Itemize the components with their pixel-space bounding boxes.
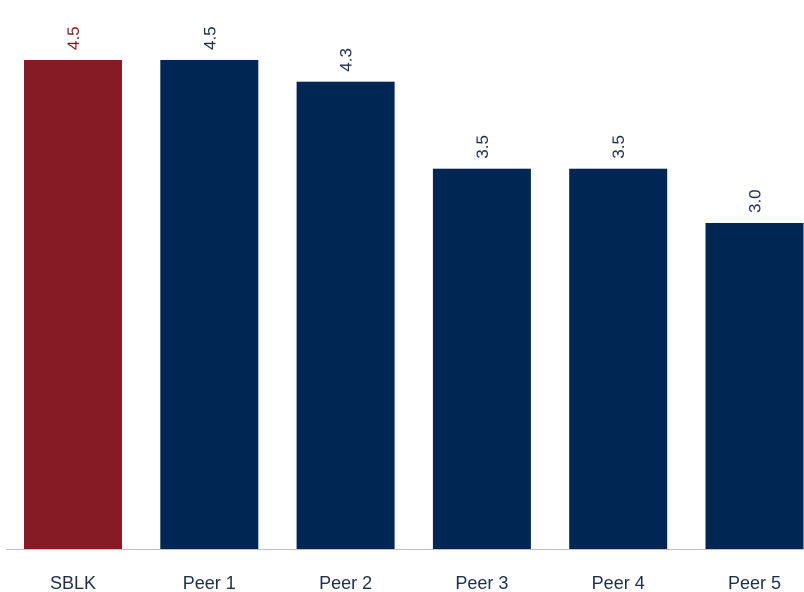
value-label-peer-4: 3.5 xyxy=(609,135,628,159)
bar-peer-3 xyxy=(432,168,531,549)
bar-peer-5 xyxy=(705,223,804,549)
bar-peer-1 xyxy=(160,60,259,549)
x-tick-label-sblk: SBLK xyxy=(50,573,96,592)
bar-sblk xyxy=(24,60,122,549)
x-tick-label-peer-4: Peer 4 xyxy=(592,573,645,592)
bar-peer-4 xyxy=(569,168,668,549)
x-tick-label-peer-3: Peer 3 xyxy=(455,573,508,592)
value-label-peer-5: 3.0 xyxy=(746,189,765,213)
bar-peer-2 xyxy=(296,81,395,549)
x-tick-label-peer-5: Peer 5 xyxy=(728,573,781,592)
value-label-peer-1: 4.5 xyxy=(200,26,219,50)
value-label-peer-2: 4.3 xyxy=(337,48,356,72)
bars-group xyxy=(24,60,804,549)
x-tick-labels-group: SBLK Peer 1 Peer 2 Peer 3 Peer 4 Peer 5 xyxy=(50,573,781,592)
x-tick-label-peer-2: Peer 2 xyxy=(319,573,372,592)
value-label-sblk: 4.5 xyxy=(64,26,83,50)
value-label-peer-3: 3.5 xyxy=(473,135,492,159)
x-tick-label-peer-1: Peer 1 xyxy=(183,573,236,592)
value-labels-group: 4.5 4.5 4.3 3.5 3.5 3.0 xyxy=(64,26,765,213)
